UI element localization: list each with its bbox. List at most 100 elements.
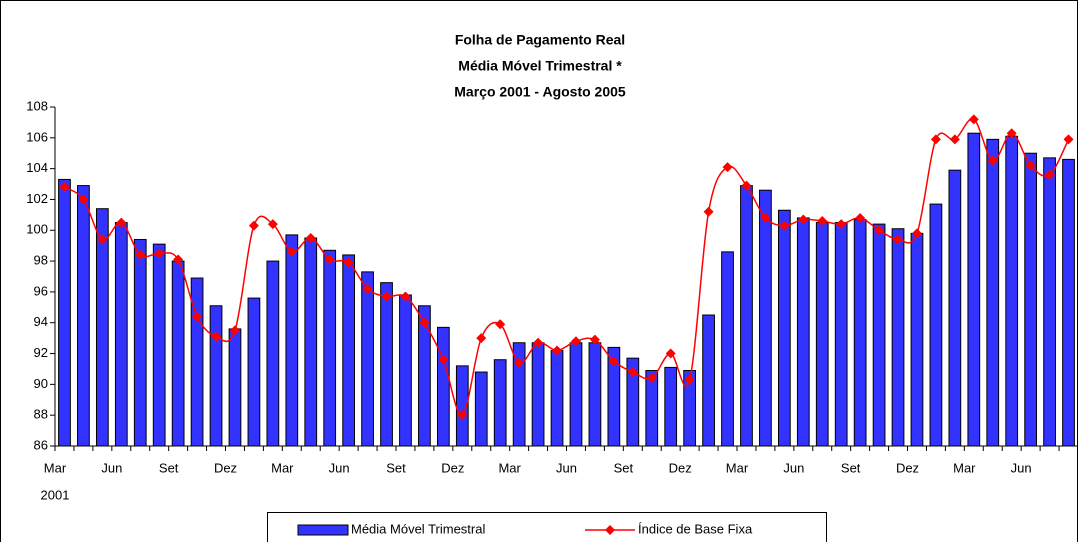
marker <box>703 206 714 217</box>
marker <box>949 134 960 145</box>
marker <box>646 373 657 384</box>
bar <box>872 223 886 447</box>
bar <box>304 237 318 447</box>
bar <box>891 228 905 447</box>
marker <box>419 317 430 328</box>
y-tick-label: 88 <box>34 407 48 422</box>
x-tick-label: Jun <box>101 460 122 475</box>
marker <box>154 248 165 259</box>
legend-box <box>267 512 827 542</box>
y-tick-label: 90 <box>34 376 48 391</box>
bar <box>1043 157 1056 447</box>
bar <box>948 169 962 447</box>
x-tick-label: Dez <box>896 460 919 475</box>
marker <box>552 345 563 356</box>
marker <box>362 283 373 294</box>
bar <box>323 249 337 447</box>
bar <box>777 209 791 447</box>
bar <box>399 294 412 447</box>
marker <box>874 225 885 236</box>
marker <box>59 182 70 193</box>
marker <box>78 194 89 205</box>
y-tick-label: 86 <box>34 437 48 452</box>
marker <box>722 162 733 173</box>
x-tick-label: Mar <box>726 460 749 475</box>
marker <box>97 234 108 245</box>
marker <box>911 228 922 239</box>
y-tick-label: 94 <box>34 314 48 329</box>
y-tick-label: 100 <box>26 222 48 237</box>
marker <box>286 246 297 257</box>
marker <box>1006 128 1017 139</box>
y-tick-label: 98 <box>34 253 48 268</box>
bar <box>114 222 128 447</box>
legend-label: Média Móvel Trimestral <box>351 521 485 536</box>
x-year-label: 2001 <box>41 487 70 502</box>
bar <box>133 239 147 447</box>
marker <box>438 354 449 365</box>
marker <box>589 334 600 345</box>
x-tick-label: Jun <box>783 460 804 475</box>
marker <box>684 374 695 385</box>
y-tick-label: 108 <box>26 98 48 113</box>
bar <box>228 328 242 447</box>
x-tick-label: Jun <box>329 460 350 475</box>
bar <box>1005 135 1019 447</box>
y-tick-label: 106 <box>26 129 48 144</box>
marker <box>760 212 771 223</box>
x-tick-label: Set <box>841 460 861 475</box>
marker <box>476 333 487 344</box>
bar <box>493 359 507 447</box>
marker <box>893 234 904 245</box>
marker <box>741 180 752 191</box>
bar <box>664 366 678 447</box>
x-tick-label: Mar <box>44 460 67 475</box>
x-tick-label: Dez <box>214 460 237 475</box>
marker <box>570 336 581 347</box>
bar <box>285 234 299 447</box>
y-tick-label: 102 <box>26 191 48 206</box>
x-tick-label: Jun <box>556 460 577 475</box>
marker <box>1044 169 1055 180</box>
legend-label: Índice de Base Fixa <box>638 521 753 536</box>
x-tick-label: Jun <box>1011 460 1032 475</box>
x-tick-label: Mar <box>498 460 521 475</box>
bar <box>77 185 90 447</box>
bar <box>550 349 564 447</box>
marker <box>400 291 411 302</box>
marker <box>381 291 392 302</box>
marker <box>1063 134 1074 145</box>
marker <box>855 212 866 223</box>
bar <box>929 203 943 447</box>
marker <box>457 410 468 421</box>
bar <box>796 217 810 447</box>
y-tick-label: 96 <box>34 283 48 298</box>
bar <box>569 342 583 447</box>
bar <box>380 282 393 447</box>
chart-subtitle: Média Móvel Trimestral * <box>458 58 622 74</box>
bar <box>702 314 715 447</box>
x-tick-label: Set <box>614 460 634 475</box>
legend-marker <box>605 525 615 535</box>
chart-title: Folha de Pagamento Real <box>455 32 625 48</box>
marker <box>135 249 146 260</box>
y-tick-label: 104 <box>26 160 48 175</box>
chart-period: Março 2001 - Agosto 2005 <box>454 84 626 100</box>
bar <box>1062 158 1075 447</box>
x-tick-label: Mar <box>953 460 976 475</box>
x-tick-label: Dez <box>441 460 464 475</box>
bar <box>853 218 867 447</box>
x-tick-label: Dez <box>669 460 692 475</box>
bar <box>910 232 924 447</box>
bar <box>247 297 261 447</box>
bar <box>815 222 829 447</box>
bar <box>721 251 734 447</box>
marker <box>627 367 638 378</box>
marker <box>1025 160 1036 171</box>
marker <box>324 254 335 265</box>
marker <box>495 319 506 330</box>
marker <box>930 134 941 145</box>
marker <box>987 155 998 166</box>
bar <box>759 189 772 447</box>
